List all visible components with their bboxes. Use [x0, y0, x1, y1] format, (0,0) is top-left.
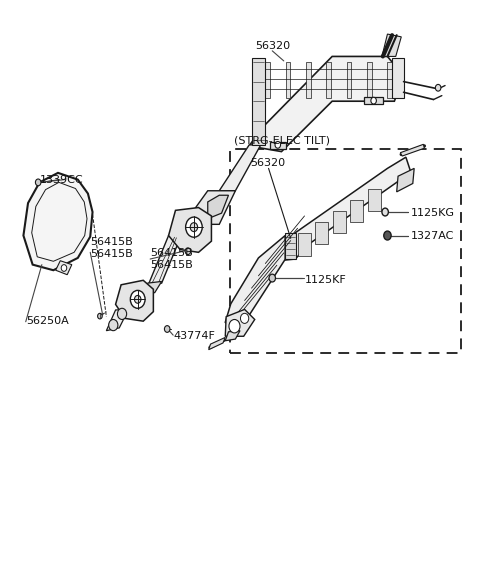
Circle shape	[36, 179, 41, 186]
Text: (STRG-ELEC TILT): (STRG-ELEC TILT)	[234, 136, 330, 146]
Circle shape	[269, 274, 276, 282]
Polygon shape	[400, 145, 424, 156]
Polygon shape	[168, 208, 211, 252]
Polygon shape	[265, 62, 270, 99]
Polygon shape	[107, 310, 129, 331]
Text: 1339CC: 1339CC	[39, 174, 83, 185]
Polygon shape	[225, 310, 255, 336]
Text: 1327AC: 1327AC	[410, 230, 454, 241]
Circle shape	[165, 326, 170, 332]
Polygon shape	[249, 57, 404, 152]
Circle shape	[190, 223, 198, 231]
Polygon shape	[209, 338, 225, 350]
Circle shape	[61, 265, 67, 271]
Text: 56415B: 56415B	[90, 237, 133, 247]
Polygon shape	[350, 200, 363, 222]
Text: 43774F: 43774F	[173, 331, 215, 341]
Circle shape	[382, 208, 388, 216]
Circle shape	[240, 313, 249, 324]
Polygon shape	[285, 233, 296, 259]
Circle shape	[229, 319, 240, 333]
Circle shape	[435, 85, 441, 91]
Polygon shape	[315, 222, 328, 244]
Text: 56415B: 56415B	[150, 248, 193, 258]
FancyBboxPatch shape	[230, 149, 461, 353]
Text: 56415B: 56415B	[90, 249, 133, 259]
Circle shape	[97, 313, 102, 319]
Polygon shape	[208, 195, 228, 219]
Polygon shape	[148, 236, 180, 286]
Polygon shape	[347, 62, 351, 99]
Circle shape	[275, 142, 280, 148]
Text: 56320: 56320	[255, 41, 290, 51]
Polygon shape	[364, 97, 383, 104]
Polygon shape	[24, 173, 93, 271]
Text: 56415B: 56415B	[150, 260, 193, 271]
Polygon shape	[252, 58, 265, 145]
Polygon shape	[192, 191, 235, 224]
Polygon shape	[396, 168, 414, 192]
Circle shape	[186, 217, 202, 237]
Circle shape	[118, 308, 127, 319]
Polygon shape	[326, 62, 331, 99]
Circle shape	[371, 97, 376, 104]
Polygon shape	[141, 282, 162, 294]
Polygon shape	[219, 145, 261, 191]
Text: 1125KF: 1125KF	[304, 275, 346, 285]
Circle shape	[185, 248, 191, 255]
Text: 1125KG: 1125KG	[410, 208, 455, 218]
Polygon shape	[56, 261, 72, 275]
Polygon shape	[225, 236, 286, 333]
Polygon shape	[333, 211, 346, 233]
Polygon shape	[306, 62, 311, 99]
Polygon shape	[392, 58, 404, 99]
Polygon shape	[281, 157, 410, 260]
Polygon shape	[367, 62, 372, 99]
Polygon shape	[298, 233, 311, 256]
Polygon shape	[368, 188, 381, 211]
Text: 56320: 56320	[250, 159, 285, 168]
Polygon shape	[387, 62, 392, 99]
Circle shape	[134, 296, 141, 303]
Text: 56250A: 56250A	[26, 315, 69, 325]
Circle shape	[131, 290, 145, 308]
Circle shape	[108, 319, 118, 331]
Polygon shape	[225, 331, 240, 340]
Polygon shape	[116, 280, 154, 321]
Circle shape	[384, 231, 391, 240]
Polygon shape	[270, 142, 286, 149]
Polygon shape	[286, 62, 290, 99]
Polygon shape	[382, 34, 401, 57]
